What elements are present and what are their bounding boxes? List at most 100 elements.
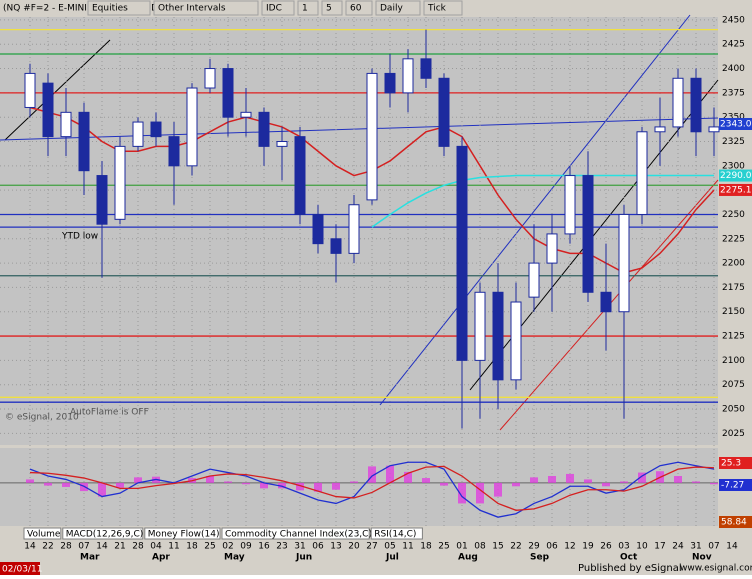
toolbar-button[interactable]	[261, 0, 295, 16]
x-tick-label: 21	[114, 542, 125, 552]
candle-body	[78, 111, 90, 172]
macd-histogram	[350, 481, 358, 483]
x-tick-label: 07	[78, 542, 89, 552]
candle-body	[402, 58, 414, 94]
month-label: Sep	[530, 553, 550, 563]
candle-body	[366, 72, 378, 201]
x-tick-label: 17	[654, 542, 665, 552]
toolbar-button[interactable]	[153, 0, 259, 16]
macd-histogram	[116, 482, 124, 488]
toolbar-label[interactable]: Tick	[427, 4, 447, 14]
toolbar-button[interactable]	[297, 0, 319, 16]
x-tick-label: 31	[690, 542, 701, 552]
ma-line	[371, 174, 714, 228]
y-tick-label: 2025	[722, 429, 745, 439]
candle-body	[150, 121, 162, 138]
macd-histogram	[242, 482, 250, 485]
macd-histogram	[530, 477, 538, 483]
x-tick-label: 06	[546, 542, 558, 552]
macd-histogram	[620, 481, 628, 483]
month-label: Apr	[152, 553, 170, 563]
candle-body	[222, 68, 234, 118]
candle-body	[618, 213, 630, 313]
price-axis	[718, 17, 752, 527]
study-tab[interactable]	[23, 527, 62, 540]
x-tick-label: 18	[186, 542, 198, 552]
x-tick-label: 25	[204, 542, 215, 552]
candle-body	[258, 111, 270, 147]
x-tick-label: 04	[150, 542, 162, 552]
macd-histogram	[368, 466, 376, 483]
y-tick-label: 2150	[722, 307, 745, 317]
month-label: Jun	[295, 553, 312, 563]
date-stamp-bg	[0, 562, 40, 575]
x-tick-label: 14	[24, 542, 36, 552]
macd-histogram	[26, 479, 34, 483]
study-tab-label[interactable]: RSI(14,C)	[374, 530, 416, 540]
candle-body	[636, 131, 648, 215]
x-tick-label: 20	[348, 542, 360, 552]
y-tick-label: 2075	[722, 380, 745, 390]
candle-body	[168, 136, 180, 167]
month-label: Aug	[458, 553, 478, 563]
y-tick-label: 2225	[722, 234, 745, 244]
y-tick-label: 2325	[722, 137, 745, 147]
toolbar-button[interactable]	[87, 0, 151, 16]
status-bar	[0, 562, 752, 575]
macd-histogram	[692, 481, 700, 483]
macd-histogram	[638, 472, 646, 483]
macd-histogram	[512, 482, 520, 487]
study-tab-label[interactable]: Volume	[27, 530, 61, 540]
y-tick-label: 2100	[722, 356, 745, 366]
macd-histogram	[98, 482, 106, 497]
candle-body	[474, 291, 486, 361]
trend-line	[0, 117, 719, 141]
trend-line	[379, 14, 691, 406]
toolbar-button[interactable]	[375, 0, 421, 16]
macd-line	[29, 465, 715, 511]
toolbar-button[interactable]	[423, 0, 463, 16]
study-tab[interactable]	[221, 527, 370, 540]
macd-histogram	[494, 482, 502, 497]
study-tab-label[interactable]: Money Flow(14)	[148, 530, 220, 540]
candle-body	[510, 301, 522, 381]
x-tick-label: 16	[258, 542, 270, 552]
toolbar-label[interactable]: 1	[302, 4, 308, 14]
candle-body	[528, 262, 540, 298]
price-label: 2343.00	[720, 120, 752, 130]
study-tab-label[interactable]: Commodity Channel Index(23,C)	[225, 530, 372, 540]
candle-body	[564, 175, 576, 235]
x-tick-label: 14	[726, 542, 738, 552]
macd-histogram	[584, 479, 592, 483]
y-tick-label: 2450	[722, 15, 745, 25]
toolbar-label[interactable]: 5	[326, 4, 332, 14]
study-tab[interactable]	[144, 527, 221, 540]
footer: Published by eSignal	[578, 563, 682, 574]
x-tick-label: 22	[42, 542, 53, 552]
y-tick-label: 2200	[722, 259, 745, 269]
toolbar-label[interactable]: IDC	[266, 4, 282, 14]
toolbar-label[interactable]: Equities	[92, 4, 128, 14]
pane-label: 58.84	[721, 518, 747, 528]
toolbar-label[interactable]: 60	[350, 4, 362, 14]
y-tick-label: 2375	[722, 88, 745, 98]
x-tick-label: 25	[438, 542, 449, 552]
y-tick-label: 2300	[722, 161, 745, 171]
y-tick-label: 2250	[722, 210, 745, 220]
toolbar-label[interactable]: Other Intervals	[158, 4, 226, 14]
toolbar-label[interactable]: Daily	[380, 4, 403, 14]
toolbar-button[interactable]	[321, 0, 343, 16]
macd-histogram	[278, 482, 286, 489]
toolbar-button[interactable]	[345, 0, 373, 16]
study-tab[interactable]	[370, 527, 423, 540]
study-tab-label[interactable]: MACD(12,26,9,C)	[66, 530, 144, 540]
candle-body	[492, 291, 504, 381]
candle-body	[708, 126, 720, 133]
study-tab[interactable]	[62, 527, 144, 540]
macd-histogram	[206, 476, 214, 483]
macd-histogram	[260, 482, 268, 489]
price-label: 2275.19	[720, 185, 752, 195]
month-label: May	[224, 553, 245, 563]
annotation: © eSignal, 2010	[5, 413, 79, 423]
price-label-box	[719, 169, 752, 182]
